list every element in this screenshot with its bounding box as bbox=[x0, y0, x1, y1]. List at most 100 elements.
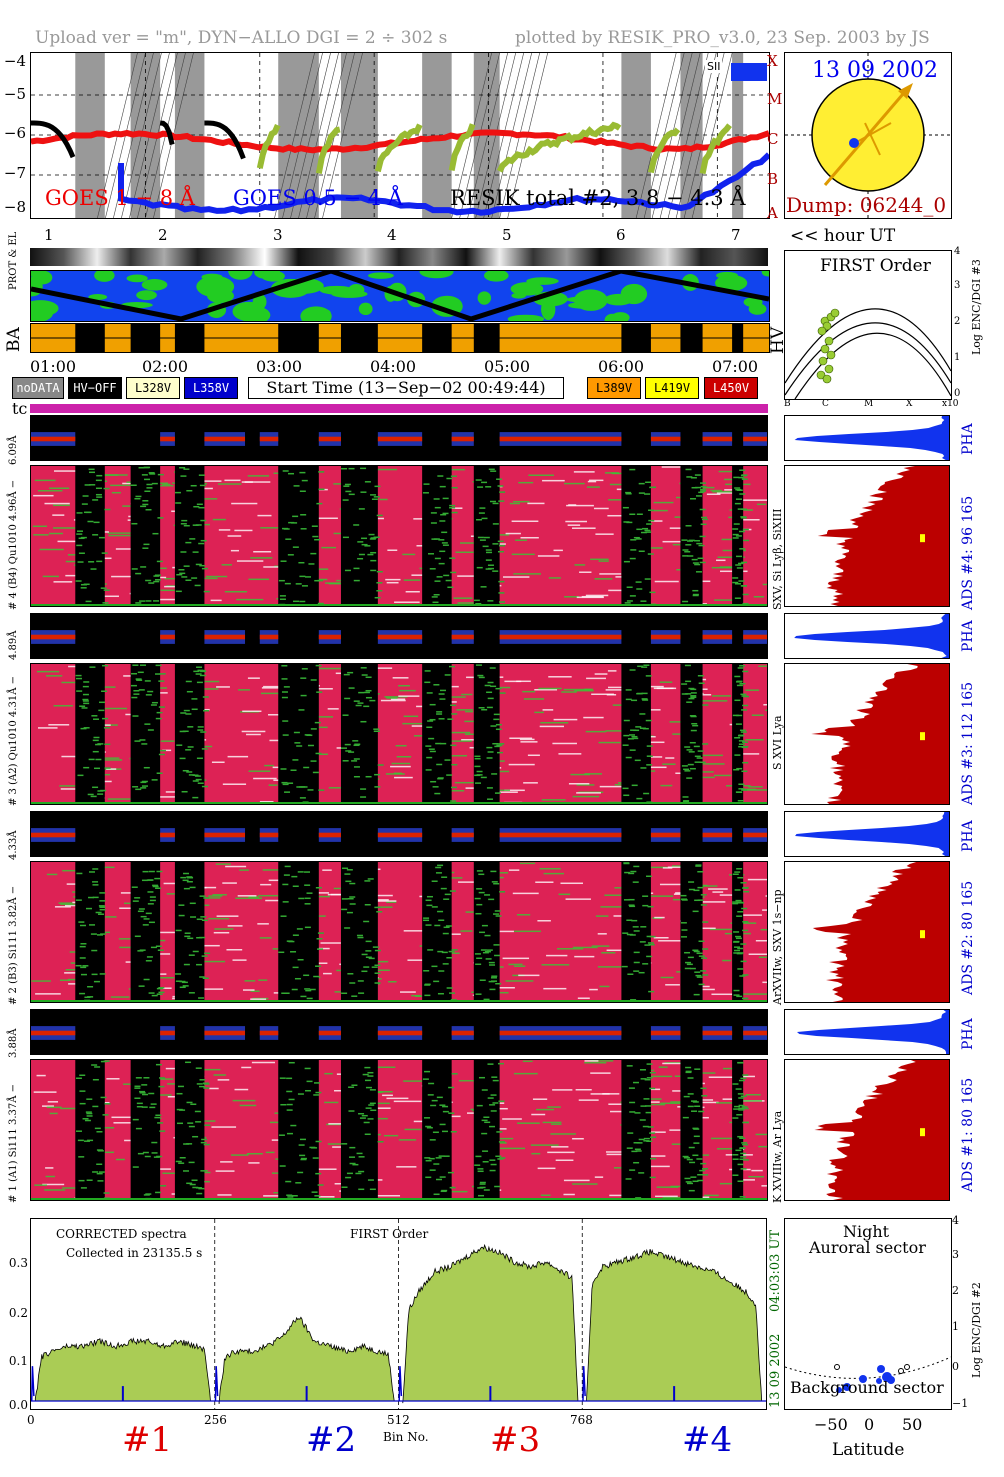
hour-tick: 7 bbox=[731, 226, 741, 244]
pha-fill bbox=[794, 614, 949, 658]
prot-el-label: PROT & EL bbox=[8, 231, 19, 290]
lines-2: ArXVIIw, SXV 1s−np bbox=[771, 889, 784, 1005]
channel-tag-2: #2 bbox=[306, 1420, 357, 1460]
saa-marker bbox=[731, 63, 767, 81]
fo-ytick: 2 bbox=[954, 316, 961, 327]
time-tick: 02:00 bbox=[142, 357, 189, 376]
edge-spike bbox=[214, 1366, 219, 1402]
edge-spike bbox=[31, 1366, 35, 1402]
pha-strip bbox=[30, 613, 768, 659]
proton-blob bbox=[94, 271, 115, 282]
lat-xtick: −50 bbox=[814, 1415, 848, 1434]
proton-blob bbox=[604, 313, 620, 321]
pha-histogram bbox=[784, 1009, 950, 1055]
fo-xtick: C bbox=[822, 399, 829, 409]
edge-spike bbox=[582, 1366, 586, 1402]
spectrum-area-ch1 bbox=[34, 1337, 211, 1402]
pha-histogram bbox=[784, 415, 950, 461]
time-axis: 01:00 02:00 03:00 04:00 05:00 06:00 07:0… bbox=[0, 357, 780, 379]
pha-word-1: PHA bbox=[960, 1018, 976, 1050]
ads-marker bbox=[920, 1128, 925, 1137]
pha-strip bbox=[30, 415, 768, 461]
resik-total-series bbox=[496, 121, 622, 173]
spectrogram bbox=[30, 465, 768, 607]
channel-label-2: # 2 (B3) Si111 3.82Å − bbox=[8, 885, 19, 1005]
goes-short-label: GOES 0.5 − 4 Å bbox=[233, 186, 403, 210]
ads-1: ADS #1: 80 165 bbox=[960, 1077, 976, 1192]
fo-ytick: 4 bbox=[954, 246, 961, 257]
resik-total-series bbox=[204, 120, 246, 160]
lat-axis-label: Log ENC/DGI #2 bbox=[970, 1282, 983, 1378]
goes-gap bbox=[340, 53, 378, 218]
lat-background: Background sector bbox=[790, 1378, 944, 1397]
fo-ytick: 3 bbox=[954, 280, 961, 291]
ads-4: ADS #4: 96 165 bbox=[960, 495, 976, 610]
legend-l328v: L328V bbox=[126, 377, 180, 399]
proton-panel bbox=[30, 270, 770, 322]
ads-2: ADS #2: 80 165 bbox=[960, 880, 976, 995]
channel-label-4: # 4 (B4) Qu1010 4.96Å − bbox=[8, 479, 19, 610]
pha-label-4: 6.09Å bbox=[8, 435, 19, 466]
spec-ytick: 0.3 bbox=[8, 1256, 28, 1270]
legend-l419v: L419V bbox=[645, 377, 699, 399]
proton-blob bbox=[715, 274, 748, 292]
spectrogram bbox=[30, 861, 768, 1003]
orbit-track bbox=[31, 271, 769, 321]
goes-long-label: GOES 1 − 8 Å bbox=[45, 186, 195, 210]
orbit-line bbox=[31, 271, 769, 321]
hour-tick: 4 bbox=[387, 226, 397, 244]
lat-subtitle: Auroral sector bbox=[809, 1238, 926, 1257]
legend-l358v: L358V bbox=[184, 377, 238, 399]
pha-fill bbox=[794, 416, 949, 460]
tc-strip bbox=[30, 404, 768, 413]
spec-xtick: 768 bbox=[570, 1413, 593, 1427]
hour-tick: 1 bbox=[44, 226, 54, 244]
proton-blob bbox=[526, 277, 559, 285]
fo-ytick: 1 bbox=[954, 352, 961, 363]
class-a: A bbox=[767, 204, 778, 222]
proton-blob bbox=[88, 293, 108, 301]
pha-histogram bbox=[784, 613, 950, 659]
spec-ytick: 0.0 bbox=[8, 1398, 28, 1412]
goes-plot bbox=[31, 53, 769, 218]
pha-fill bbox=[795, 812, 949, 856]
legend-l389v: L389V bbox=[587, 377, 641, 399]
time-tick: 04:00 bbox=[370, 357, 417, 376]
proton-blob bbox=[207, 278, 225, 288]
hour-tick: 3 bbox=[273, 226, 283, 244]
legend-l450v: L450V bbox=[704, 377, 758, 399]
spec-xtick: 0 bbox=[27, 1413, 35, 1427]
spectrogram-stack bbox=[30, 415, 768, 1205]
proton-blob bbox=[358, 302, 373, 316]
proton-blob bbox=[232, 301, 266, 321]
ads-histogram bbox=[784, 1059, 950, 1201]
first-order-panel bbox=[784, 250, 952, 400]
pha-label-2: 4.33Å bbox=[8, 830, 19, 861]
sun-date: 13 09 2002 bbox=[812, 58, 938, 83]
spectrum-area-ch3 bbox=[402, 1243, 579, 1404]
goes-short-series bbox=[118, 152, 769, 216]
pha-strip bbox=[30, 1009, 768, 1055]
proton-blob bbox=[510, 282, 544, 296]
fo-xtick: x10 bbox=[942, 399, 959, 409]
sun-diagram bbox=[785, 53, 951, 218]
proton-blob bbox=[568, 301, 597, 309]
lat-xtick: 50 bbox=[902, 1415, 923, 1434]
ads-fill bbox=[814, 1060, 949, 1200]
ads-histogram bbox=[784, 861, 950, 1003]
fo-xtick: M bbox=[864, 399, 874, 409]
resik-total-series bbox=[256, 124, 281, 169]
spectrum-order: FIRST Order bbox=[350, 1227, 429, 1241]
lines-3: S XVI Lya bbox=[771, 715, 784, 770]
ads-fill bbox=[812, 862, 949, 1002]
channel-tag-1: #1 bbox=[122, 1420, 173, 1460]
goes-ytick: −4 bbox=[3, 52, 26, 70]
lat-ytick: 3 bbox=[952, 1248, 959, 1261]
time-tick: 01:00 bbox=[30, 357, 77, 376]
spectrum-panel bbox=[30, 1218, 767, 1410]
lat-title: Night bbox=[843, 1222, 890, 1241]
lat-xtick: 0 bbox=[864, 1415, 875, 1434]
proton-blob bbox=[136, 290, 157, 301]
channel-tag-3: #3 bbox=[490, 1420, 541, 1460]
ba-label: BA bbox=[4, 327, 24, 352]
